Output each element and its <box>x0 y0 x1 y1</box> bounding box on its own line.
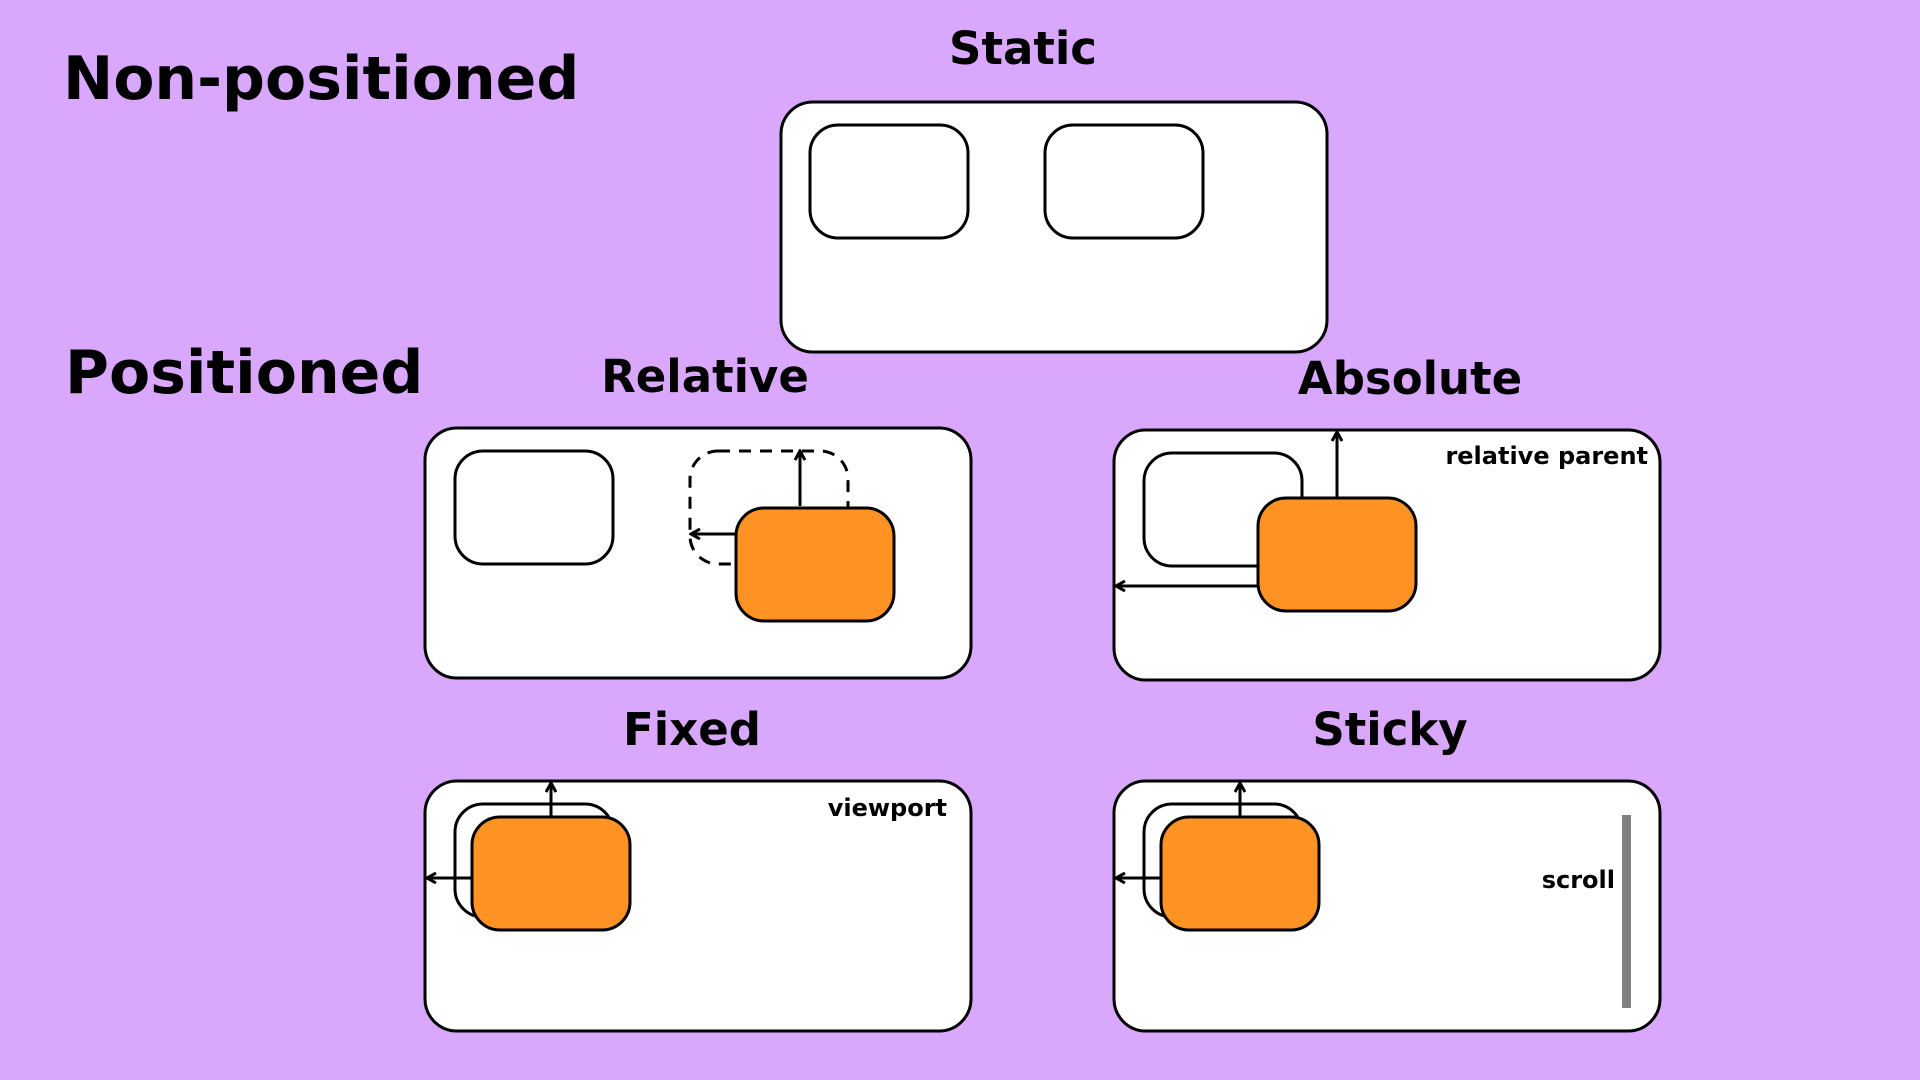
sticky-positioned-box <box>1159 815 1321 932</box>
absolute-note: relative parent <box>1445 442 1648 470</box>
positioned-heading: Positioned <box>65 338 423 408</box>
absolute-positioned-box <box>1256 496 1418 613</box>
fixed-positioned-box <box>470 815 632 932</box>
fixed-panel-group: Fixed viewport <box>423 703 973 1033</box>
static-box-1 <box>808 123 970 240</box>
non-positioned-heading: Non-positioned <box>63 44 579 114</box>
relative-title: Relative <box>601 350 809 403</box>
sticky-note: scroll <box>1542 866 1615 894</box>
relative-panel-group: Relative <box>423 350 973 680</box>
static-box-2 <box>1043 123 1205 240</box>
static-title: Static <box>949 22 1097 75</box>
fixed-note: viewport <box>828 794 947 822</box>
relative-offset-box <box>734 506 896 623</box>
fixed-title: Fixed <box>623 703 761 756</box>
static-panel-group: Static <box>779 22 1329 354</box>
sticky-scrollbar <box>1622 815 1631 1008</box>
sticky-panel-group: Sticky scroll <box>1112 703 1662 1033</box>
absolute-panel-group: Absolute relative parent <box>1112 352 1662 682</box>
absolute-title: Absolute <box>1298 352 1522 405</box>
sticky-title: Sticky <box>1312 703 1467 756</box>
relative-box-static <box>453 449 615 566</box>
